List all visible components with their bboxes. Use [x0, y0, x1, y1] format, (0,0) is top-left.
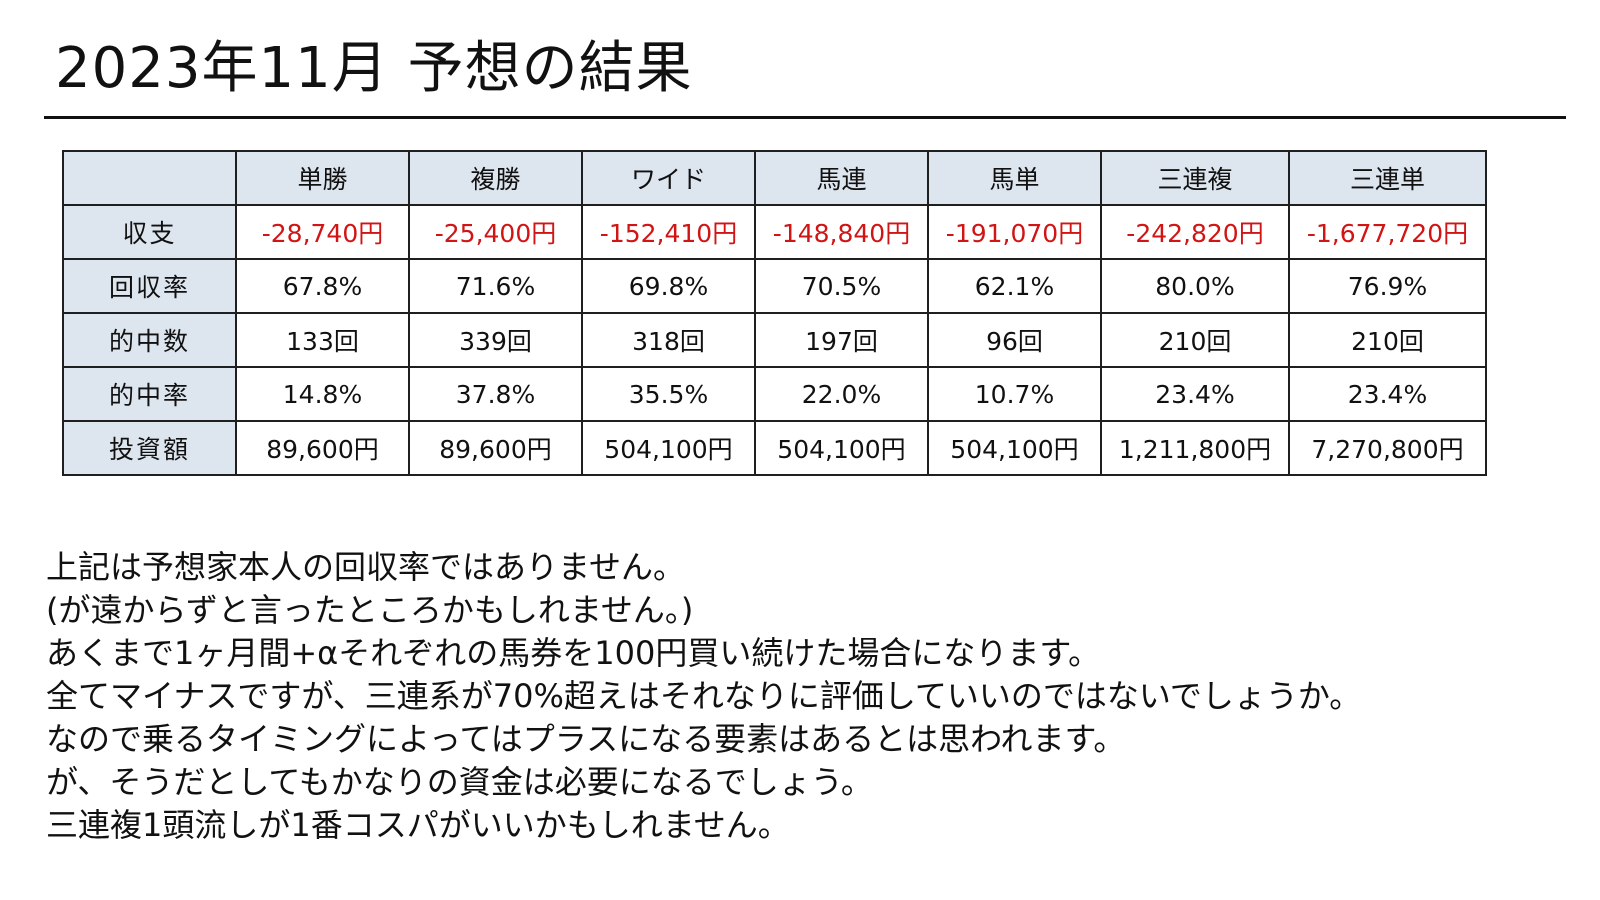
table-cell: 35.5%	[581, 366, 756, 422]
table-cell: 10.7%	[927, 366, 1102, 422]
column-header-umaren: 馬連	[754, 150, 929, 206]
table-cell: -191,070円	[927, 204, 1102, 260]
table-cell: 71.6%	[408, 258, 583, 314]
row-label-hit-rate: 的中率	[62, 366, 237, 422]
table-cell: 14.8%	[235, 366, 410, 422]
column-header-sanrenpuku: 三連複	[1100, 150, 1290, 206]
table-row-hit-count: 的中数 133回 339回 318回 197回 96回 210回 210回	[62, 312, 1487, 368]
table-cell: 89,600円	[408, 420, 583, 476]
table-cell: 69.8%	[581, 258, 756, 314]
table-cell: -25,400円	[408, 204, 583, 260]
note-line: 三連複1頭流しが1番コスパがいいかもしれません。	[46, 806, 790, 844]
table-cell: 70.5%	[754, 258, 929, 314]
table-cell: -28,740円	[235, 204, 410, 260]
table-cell: 504,100円	[927, 420, 1102, 476]
note-line: 上記は予想家本人の回収率ではありません。	[46, 548, 686, 586]
table-row-hit-rate: 的中率 14.8% 37.8% 35.5% 22.0% 10.7% 23.4% …	[62, 366, 1487, 422]
note-line: が、そうだとしてもかなりの資金は必要になるでしょう。	[46, 763, 873, 801]
column-header-wide: ワイド	[581, 150, 756, 206]
row-label-return-rate: 回収率	[62, 258, 237, 314]
table-cell: 80.0%	[1100, 258, 1290, 314]
title-divider	[44, 116, 1566, 119]
table-cell: 210回	[1100, 312, 1290, 368]
column-header-sanrentan: 三連単	[1288, 150, 1487, 206]
table-row-return-rate: 回収率 67.8% 71.6% 69.8% 70.5% 62.1% 80.0% …	[62, 258, 1487, 314]
table-cell: 23.4%	[1100, 366, 1290, 422]
table-cell: 318回	[581, 312, 756, 368]
table-cell: -148,840円	[754, 204, 929, 260]
table-corner-cell	[62, 150, 237, 206]
note-line: あくまで1ヶ月間+αそれぞれの馬券を100円買い続けた場合になります。	[46, 634, 1101, 672]
table-cell: 22.0%	[754, 366, 929, 422]
column-header-tansho: 単勝	[235, 150, 410, 206]
table-cell: 504,100円	[754, 420, 929, 476]
table-cell: 76.9%	[1288, 258, 1487, 314]
table-cell: 23.4%	[1288, 366, 1487, 422]
table-cell: -1,677,720円	[1288, 204, 1487, 260]
page-title: 2023年11月 予想の結果	[55, 36, 693, 101]
table-cell: 133回	[235, 312, 410, 368]
table-cell: 7,270,800円	[1288, 420, 1487, 476]
table-cell: 197回	[754, 312, 929, 368]
table-cell: 339回	[408, 312, 583, 368]
table-cell: 67.8%	[235, 258, 410, 314]
row-label-profit: 収支	[62, 204, 237, 260]
table-cell: -242,820円	[1100, 204, 1290, 260]
notes-block: 上記は予想家本人の回収率ではありません。 (が遠からずと言ったところかもしれませ…	[46, 546, 1586, 847]
table-header-row: 単勝 複勝 ワイド 馬連 馬単 三連複 三連単	[62, 150, 1487, 206]
note-line: なので乗るタイミングによってはプラスになる要素はあるとは思われます。	[46, 720, 1126, 758]
results-table: 単勝 複勝 ワイド 馬連 馬単 三連複 三連単 収支 -28,740円 -25,…	[62, 150, 1487, 476]
table-row-profit: 収支 -28,740円 -25,400円 -152,410円 -148,840円…	[62, 204, 1487, 260]
table-cell: 62.1%	[927, 258, 1102, 314]
note-line: (が遠からずと言ったところかもしれません。)	[46, 591, 694, 629]
table-cell: 37.8%	[408, 366, 583, 422]
table-cell: 210回	[1288, 312, 1487, 368]
note-line: 全てマイナスですが、三連系が70%超えはそれなりに評価していいのではないでしょう…	[46, 677, 1362, 715]
column-header-umatan: 馬単	[927, 150, 1102, 206]
table-cell: 96回	[927, 312, 1102, 368]
table-row-investment: 投資額 89,600円 89,600円 504,100円 504,100円 50…	[62, 420, 1487, 476]
table-cell: -152,410円	[581, 204, 756, 260]
table-cell: 1,211,800円	[1100, 420, 1290, 476]
table-cell: 89,600円	[235, 420, 410, 476]
row-label-hit-count: 的中数	[62, 312, 237, 368]
table-cell: 504,100円	[581, 420, 756, 476]
row-label-investment: 投資額	[62, 420, 237, 476]
column-header-fukusho: 複勝	[408, 150, 583, 206]
